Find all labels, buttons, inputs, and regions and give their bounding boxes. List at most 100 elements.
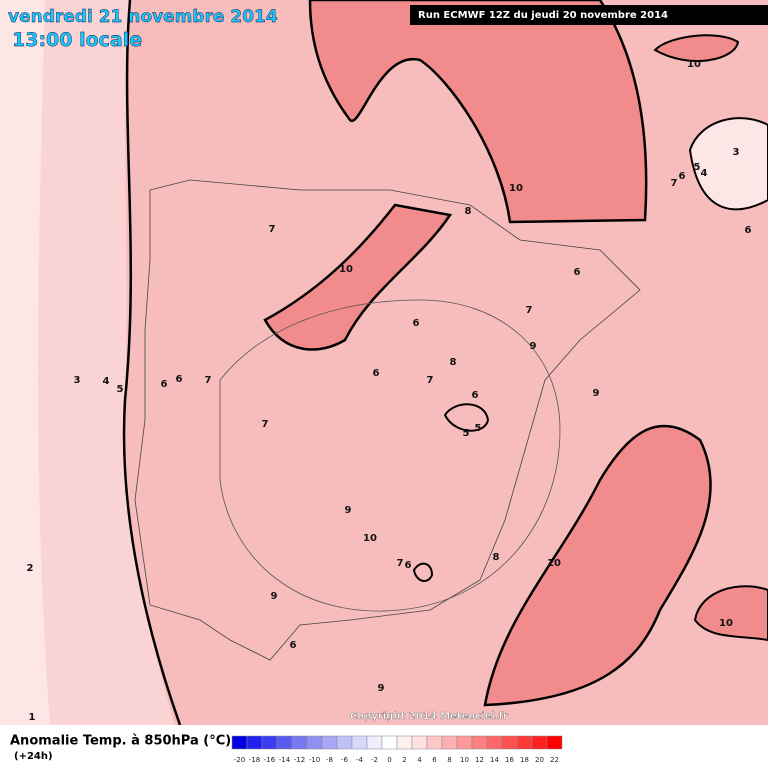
legend-swatch <box>471 735 488 750</box>
contour-label: 8 <box>493 552 500 563</box>
legend-label: -6 <box>341 756 349 764</box>
contour-label: 6 <box>290 640 297 651</box>
contour-label: 7 <box>269 224 276 235</box>
contour-label: 8 <box>465 206 472 217</box>
contour-label: 6 <box>405 560 412 571</box>
legend-label: -16 <box>264 756 276 764</box>
footer-title: Anomalie Temp. à 850hPa (°C) <box>10 734 231 749</box>
legend-swatch <box>501 735 518 750</box>
legend-swatch <box>351 735 368 750</box>
legend: -20 -18 -16 -14 -12 -10 -8 -6 -4 -2 0 2 4 6 8 10 12 14 16 1… <box>231 735 563 764</box>
legend-label: 8 <box>447 756 451 764</box>
cool-anomaly-zone <box>688 117 768 211</box>
contour-label: 6 <box>472 390 479 401</box>
contour-label: 9 <box>378 683 385 694</box>
atlantic-zone <box>0 0 175 725</box>
contour-label: 7 <box>262 419 269 430</box>
contour-label: 9 <box>593 388 600 399</box>
contour-label: 6 <box>176 374 183 385</box>
contour-label: 9 <box>271 591 278 602</box>
legend-swatch <box>366 735 383 750</box>
legend-swatch <box>276 735 293 750</box>
contour-label: 5 <box>463 428 470 439</box>
legend-swatch <box>516 735 533 750</box>
legend-label: 16 <box>505 756 514 764</box>
warm-anomaly-zone <box>308 0 648 224</box>
legend-swatch <box>396 735 413 750</box>
legend-swatch <box>321 735 338 750</box>
contour-label: 8 <box>450 357 457 368</box>
legend-label: -18 <box>249 756 260 764</box>
contour-label: 5 <box>117 384 124 395</box>
contour-label: 10 <box>363 533 377 544</box>
contour-label: 5 <box>475 423 482 434</box>
contour-label: 10 <box>339 264 353 275</box>
time-text: 13:00 locale <box>12 29 142 51</box>
contour-label: 6 <box>413 318 420 329</box>
legend-swatch <box>426 735 443 750</box>
legend-label: -4 <box>356 756 364 764</box>
legend-label: 6 <box>432 756 437 764</box>
coastline <box>134 179 641 661</box>
contour-label: 10 <box>687 59 701 70</box>
contour-label: 3 <box>733 147 740 158</box>
copyright: Copyright 2014 Meteociel.fr <box>350 711 508 722</box>
legend-label: -2 <box>371 756 378 764</box>
legend-swatch <box>531 735 548 750</box>
legend-swatch <box>261 735 278 750</box>
run-banner <box>410 5 768 25</box>
contour-label: 4 <box>103 376 110 387</box>
contour-label: 7 <box>526 305 533 316</box>
contour-label: 1 <box>29 712 36 723</box>
contour-label: 10 <box>547 558 561 569</box>
date-text: vendredi 21 novembre 2014 <box>8 7 278 27</box>
legend-label: 0 <box>387 756 391 764</box>
far-atlantic-zone <box>0 0 50 725</box>
legend-swatch <box>291 735 308 750</box>
run-text: Run ECMWF 12Z du jeudi 20 novembre 2014 <box>418 10 668 21</box>
contour-label: 7 <box>671 178 678 189</box>
contour-line <box>443 403 490 432</box>
legend-label: 10 <box>460 756 469 764</box>
legend-swatch <box>411 735 428 750</box>
legend-label: -8 <box>326 756 333 764</box>
contour-label: 9 <box>345 505 352 516</box>
contour-label: 10 <box>719 618 733 629</box>
legend-swatch <box>381 735 398 750</box>
legend-label: 12 <box>475 756 484 764</box>
footer-lead: (+24h) <box>14 751 53 762</box>
legend-swatch <box>456 735 473 750</box>
contour-label: 7 <box>397 558 404 569</box>
legend-swatch <box>441 735 458 750</box>
contour-label: 7 <box>205 375 212 386</box>
contour-label: 7 <box>427 375 434 386</box>
contour-line <box>122 0 182 726</box>
contour-label: 3 <box>74 375 81 386</box>
legend-swatch <box>546 735 563 750</box>
legend-swatch <box>246 735 263 750</box>
contour-label: 6 <box>745 225 752 236</box>
legend-swatch <box>231 735 248 750</box>
contour-label: 6 <box>679 171 686 182</box>
contour-label: 10 <box>509 183 523 194</box>
legend-swatch <box>336 735 353 750</box>
legend-label: 22 <box>550 756 559 764</box>
contour-label: 4 <box>701 168 708 179</box>
contour-label: 6 <box>161 379 168 390</box>
legend-label: 14 <box>490 756 499 764</box>
contour-label: 6 <box>373 368 380 379</box>
legend-label: -12 <box>294 756 305 764</box>
warm-anomaly-zone <box>263 203 453 351</box>
warm-anomaly-zone <box>693 585 768 642</box>
contour-line <box>219 299 561 612</box>
warm-anomaly-zone <box>653 34 740 62</box>
legend-label: 20 <box>535 756 544 764</box>
legend-label: 18 <box>520 756 529 764</box>
legend-label: -10 <box>309 756 320 764</box>
legend-label: -14 <box>279 756 291 764</box>
legend-swatch <box>306 735 323 750</box>
contour-label: 5 <box>694 162 701 173</box>
legend-label: -20 <box>234 756 245 764</box>
contour-line <box>412 562 434 582</box>
